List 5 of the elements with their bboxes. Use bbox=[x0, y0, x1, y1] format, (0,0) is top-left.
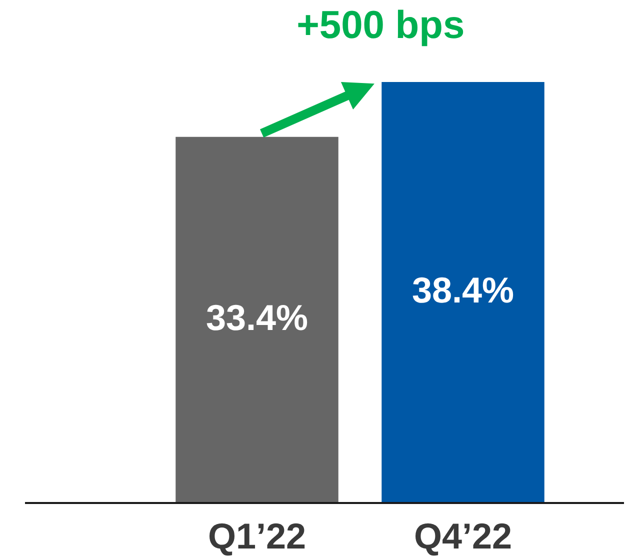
data-label: 33.4% bbox=[206, 296, 308, 338]
text: +500 bps bbox=[296, 4, 465, 47]
data-label: 38.4% bbox=[412, 269, 514, 310]
x-tick-label: Q1’22 bbox=[208, 516, 306, 557]
x-tick-label: Q4’22 bbox=[414, 516, 512, 557]
